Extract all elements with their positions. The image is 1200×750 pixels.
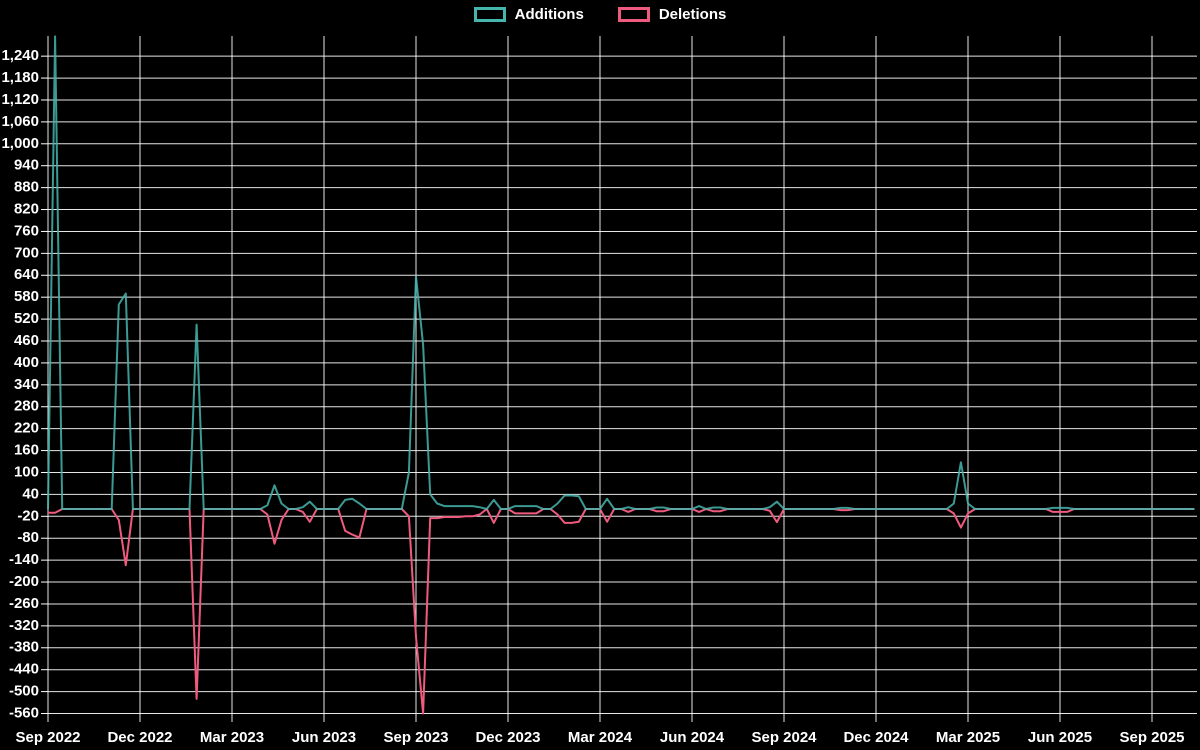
y-tick-label: -440 bbox=[9, 661, 39, 678]
y-tick-label: -80 bbox=[17, 529, 39, 546]
y-tick-label: 880 bbox=[14, 179, 39, 196]
additions-swatch-icon bbox=[473, 7, 506, 22]
y-tick-label: 340 bbox=[14, 376, 39, 393]
y-tick-label: -500 bbox=[9, 683, 39, 700]
y-tick-label: 820 bbox=[14, 201, 39, 218]
x-tick-label: Jun 2023 bbox=[292, 729, 356, 746]
x-tick-label: Dec 2022 bbox=[107, 729, 172, 746]
y-tick-label: 160 bbox=[14, 442, 39, 459]
x-tick-label: Jun 2025 bbox=[1028, 729, 1092, 746]
deletions-line bbox=[48, 508, 1195, 715]
y-tick-label: 280 bbox=[14, 398, 39, 415]
x-tick-label: Sep 2025 bbox=[1119, 729, 1184, 746]
y-tick-label: 580 bbox=[14, 288, 39, 305]
x-tick-label: Mar 2024 bbox=[568, 729, 633, 746]
legend-item-additions[interactable]: Additions bbox=[473, 6, 584, 23]
x-tick-label: Sep 2023 bbox=[383, 729, 448, 746]
x-tick-label: Mar 2023 bbox=[200, 729, 264, 746]
y-tick-label: 400 bbox=[14, 354, 39, 371]
y-tick-label: -260 bbox=[9, 595, 39, 612]
y-tick-label: 760 bbox=[14, 222, 39, 239]
y-tick-label: 1,000 bbox=[1, 135, 39, 152]
y-tick-label: -140 bbox=[9, 551, 39, 568]
y-tick-label: 1,180 bbox=[1, 69, 39, 86]
x-tick-label: Dec 2023 bbox=[475, 729, 540, 746]
y-tick-label: 460 bbox=[14, 332, 39, 349]
legend-item-deletions[interactable]: Deletions bbox=[617, 6, 727, 23]
y-tick-label: -200 bbox=[9, 573, 39, 590]
y-tick-label: -560 bbox=[9, 704, 39, 721]
y-tick-label: 700 bbox=[14, 244, 39, 261]
y-tick-label: 220 bbox=[14, 420, 39, 437]
y-tick-label: 940 bbox=[14, 157, 39, 174]
y-tick-label: 520 bbox=[14, 310, 39, 327]
deletions-swatch-icon bbox=[617, 7, 650, 22]
y-tick-label: 640 bbox=[14, 266, 39, 283]
legend-label-deletions: Deletions bbox=[658, 6, 727, 23]
y-tick-label: -20 bbox=[17, 507, 39, 524]
y-tick-label: 100 bbox=[14, 463, 39, 480]
y-tick-label: -380 bbox=[9, 639, 39, 656]
additions-line bbox=[47, 35, 1195, 510]
x-tick-label: Sep 2024 bbox=[751, 729, 817, 746]
y-tick-label: 1,060 bbox=[1, 113, 39, 130]
x-tick-label: Jun 2024 bbox=[660, 729, 725, 746]
x-tick-label: Dec 2024 bbox=[843, 729, 909, 746]
x-tick-label: Sep 2022 bbox=[15, 729, 80, 746]
y-tick-label: 40 bbox=[22, 485, 39, 502]
legend-label-additions: Additions bbox=[514, 6, 584, 23]
chart-legend: Additions Deletions bbox=[0, 6, 1200, 23]
y-tick-label: 1,120 bbox=[1, 91, 39, 108]
y-tick-label: 1,240 bbox=[1, 47, 39, 64]
y-tick-label: -320 bbox=[9, 617, 39, 634]
x-tick-label: Mar 2025 bbox=[936, 729, 1000, 746]
